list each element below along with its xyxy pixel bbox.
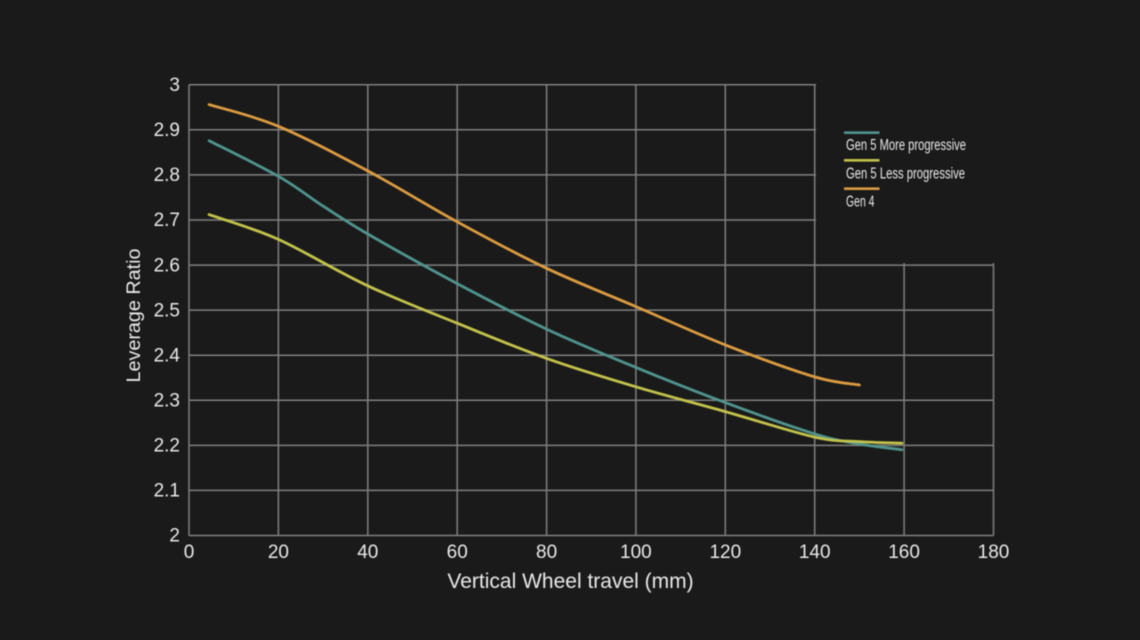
svg-text:2.6: 2.6 [154, 255, 180, 276]
svg-text:2.2: 2.2 [154, 436, 180, 457]
svg-text:2.8: 2.8 [154, 165, 180, 186]
svg-text:Leverage Ratio: Leverage Ratio [123, 248, 145, 382]
svg-text:60: 60 [447, 542, 468, 563]
svg-text:Gen 5 More progressive: Gen 5 More progressive [846, 137, 966, 154]
svg-text:Gen 4: Gen 4 [846, 194, 875, 211]
svg-text:2.4: 2.4 [154, 345, 181, 366]
svg-text:140: 140 [799, 542, 831, 563]
svg-text:2.5: 2.5 [154, 300, 180, 321]
svg-text:Gen 5 Less progressive: Gen 5 Less progressive [846, 165, 965, 182]
svg-text:160: 160 [888, 542, 920, 563]
svg-text:0: 0 [184, 542, 195, 563]
svg-text:3: 3 [169, 75, 180, 96]
svg-text:2.1: 2.1 [154, 481, 180, 502]
svg-text:2.9: 2.9 [154, 120, 180, 141]
svg-text:2.7: 2.7 [154, 210, 180, 231]
svg-text:80: 80 [536, 542, 557, 563]
svg-text:2.3: 2.3 [154, 391, 180, 412]
svg-text:20: 20 [268, 542, 289, 563]
svg-text:Vertical Wheel travel (mm): Vertical Wheel travel (mm) [447, 570, 693, 593]
svg-text:40: 40 [357, 542, 378, 563]
svg-text:180: 180 [978, 542, 1010, 563]
svg-text:120: 120 [709, 542, 741, 563]
svg-text:2: 2 [169, 526, 180, 547]
svg-text:100: 100 [620, 542, 652, 563]
